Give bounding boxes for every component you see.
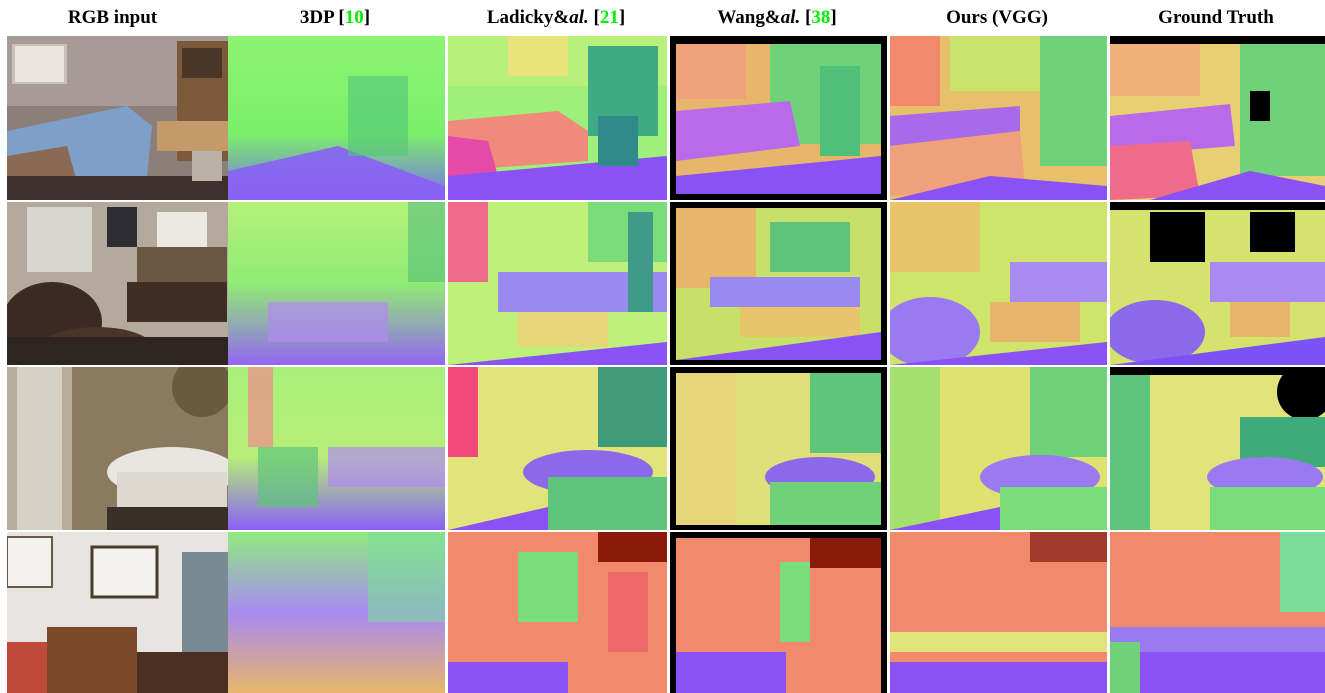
- 3dp-office-normal-map: [228, 532, 445, 693]
- column-title-ladicky: Ladicky&al. [21]: [486, 7, 626, 28]
- column-title-ours: Ours (VGG): [946, 7, 1048, 28]
- ladicky-bedroom-normal-map: [448, 36, 667, 200]
- gt-bedroom-normal-map: [1110, 36, 1325, 200]
- citation-link[interactable]: 21: [599, 7, 619, 28]
- wang-bedroom-normal-map: [670, 36, 887, 200]
- ours-bathroom-normal-map: [890, 367, 1107, 530]
- rgb-bathroom-image: [7, 367, 228, 530]
- 3dp-bathroom-normal-map: [228, 367, 445, 530]
- ladicky-office-normal-map: [448, 532, 667, 693]
- image-grid: [0, 36, 1325, 693]
- wang-bathroom-normal-map: [670, 367, 887, 530]
- ladicky-bathroom-normal-map: [448, 367, 667, 530]
- rgb-living-room-image: [7, 202, 228, 365]
- rgb-office-image: [7, 532, 228, 693]
- citation-link[interactable]: 10: [344, 7, 364, 28]
- citation-link[interactable]: 38: [811, 7, 831, 28]
- column-title-rgb: RGB input: [67, 7, 158, 28]
- 3dp-bedroom-normal-map: [228, 36, 445, 200]
- column-title-wang: Wang&al. [38]: [717, 7, 837, 28]
- gt-bathroom-normal-map: [1110, 367, 1325, 530]
- gt-office-normal-map: [1110, 532, 1325, 693]
- wang-living-room-normal-map: [670, 202, 887, 365]
- ours-office-normal-map: [890, 532, 1107, 693]
- 3dp-living-room-normal-map: [228, 202, 445, 365]
- figure-header: RGB input 3DP [10] Ladicky&al. [21] Wang…: [0, 0, 1325, 36]
- ours-bedroom-normal-map: [890, 36, 1107, 200]
- column-title-gt: Ground Truth: [1158, 7, 1274, 28]
- column-title-3dp: 3DP [10]: [299, 7, 371, 28]
- rgb-bedroom-image: [7, 36, 228, 200]
- gt-living-room-normal-map: [1110, 202, 1325, 365]
- wang-office-normal-map: [670, 532, 887, 693]
- ladicky-living-room-normal-map: [448, 202, 667, 365]
- ours-living-room-normal-map: [890, 202, 1107, 365]
